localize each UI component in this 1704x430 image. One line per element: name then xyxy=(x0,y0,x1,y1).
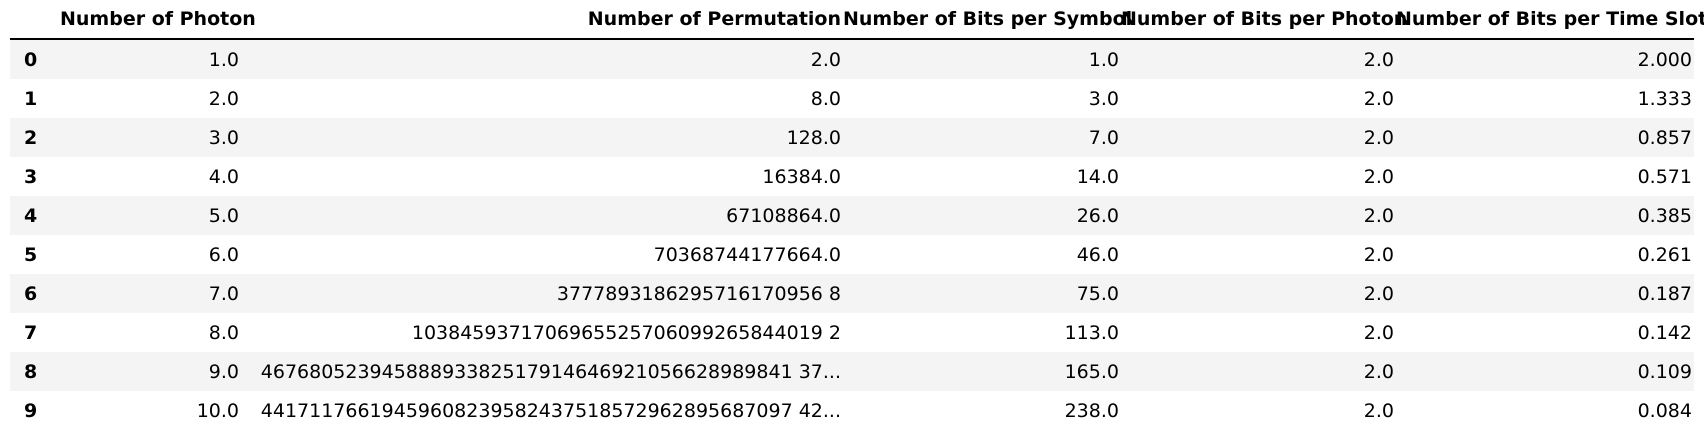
cell-number-of-permutation: 128.0 xyxy=(786,126,841,149)
cell-bits-per-symbol: 1.0 xyxy=(1088,48,1119,71)
cell-number-of-photon: 8.0 xyxy=(208,321,239,344)
row-index: 1 xyxy=(24,87,38,110)
cell-number-of-permutation: 4417117661945960823958243751857296289568… xyxy=(260,399,841,422)
row-index: 6 xyxy=(24,282,38,305)
cell-bits-per-time-slots: 0.187 xyxy=(1637,282,1692,305)
cell-bits-per-time-slots: 0.385 xyxy=(1637,204,1692,227)
row-index: 7 xyxy=(24,321,38,344)
cell-bits-per-time-slots: 0.084 xyxy=(1637,399,1692,422)
cell-bits-per-photon: 2.0 xyxy=(1363,243,1394,266)
cell-number-of-photon: 10.0 xyxy=(196,399,239,422)
table-row: 3 4.0 16384.0 14.0 2.0 0.571 xyxy=(10,157,1694,196)
cell-bits-per-photon: 2.0 xyxy=(1363,282,1394,305)
cell-number-of-photon: 5.0 xyxy=(208,204,239,227)
cell-bits-per-symbol: 238.0 xyxy=(1064,399,1119,422)
table-row: 7 8.0 1038459371706965525706099265844019… xyxy=(10,313,1694,352)
cell-number-of-permutation: 16384.0 xyxy=(762,165,841,188)
cell-bits-per-symbol: 3.0 xyxy=(1088,87,1119,110)
cell-bits-per-photon: 2.0 xyxy=(1363,48,1394,71)
table-row: 8 9.0 4676805239458889338251791464692105… xyxy=(10,352,1694,391)
table-row: 6 7.0 3777893186295716170956 8 75.0 2.0 … xyxy=(10,274,1694,313)
cell-number-of-permutation: 1038459371706965525706099265844019 2 xyxy=(411,321,841,344)
table-row: 2 3.0 128.0 7.0 2.0 0.857 xyxy=(10,118,1694,157)
cell-bits-per-photon: 2.0 xyxy=(1363,87,1394,110)
cell-bits-per-symbol: 26.0 xyxy=(1076,204,1119,227)
cell-bits-per-symbol: 7.0 xyxy=(1088,126,1119,149)
table-row: 4 5.0 67108864.0 26.0 2.0 0.385 xyxy=(10,196,1694,235)
cell-number-of-photon: 4.0 xyxy=(208,165,239,188)
table-row: 5 6.0 70368744177664.0 46.0 2.0 0.261 xyxy=(10,235,1694,274)
row-index: 3 xyxy=(24,165,38,188)
row-index: 2 xyxy=(24,126,38,149)
cell-bits-per-symbol: 14.0 xyxy=(1076,165,1119,188)
cell-bits-per-time-slots: 0.109 xyxy=(1637,360,1692,383)
cell-bits-per-time-slots: 0.142 xyxy=(1637,321,1692,344)
column-header-number-of-permutation: Number of Permutation xyxy=(241,0,843,40)
cell-bits-per-time-slots: 2.000 xyxy=(1637,48,1692,71)
table-body: 0 1.0 2.0 1.0 2.0 2.000 1 2.0 8.0 3.0 2.… xyxy=(10,39,1694,430)
row-index: 0 xyxy=(24,48,38,71)
cell-bits-per-photon: 2.0 xyxy=(1363,399,1394,422)
cell-number-of-permutation: 4676805239458889338251791464692105662898… xyxy=(260,360,841,383)
row-index: 9 xyxy=(24,399,38,422)
cell-number-of-permutation: 2.0 xyxy=(810,48,841,71)
index-column-header xyxy=(10,0,60,40)
dataframe-table: Number of Photon Number of Permutation N… xyxy=(10,0,1704,430)
cell-number-of-permutation: 8.0 xyxy=(810,87,841,110)
cell-bits-per-symbol: 75.0 xyxy=(1076,282,1119,305)
table-row: 9 10.0 441711766194596082395824375185729… xyxy=(10,391,1694,430)
table-header: Number of Photon Number of Permutation N… xyxy=(10,0,1704,40)
cell-bits-per-symbol: 165.0 xyxy=(1064,360,1119,383)
cell-bits-per-time-slots: 0.261 xyxy=(1637,243,1692,266)
dataframe-output: Number of Photon Number of Permutation N… xyxy=(10,0,1704,430)
cell-bits-per-symbol: 113.0 xyxy=(1064,321,1119,344)
cell-number-of-permutation: 3777893186295716170956 8 xyxy=(556,282,841,305)
cell-bits-per-symbol: 46.0 xyxy=(1076,243,1119,266)
cell-number-of-photon: 9.0 xyxy=(208,360,239,383)
cell-number-of-photon: 1.0 xyxy=(208,48,239,71)
cell-bits-per-photon: 2.0 xyxy=(1363,126,1394,149)
cell-bits-per-time-slots: 0.571 xyxy=(1637,165,1692,188)
cell-bits-per-photon: 2.0 xyxy=(1363,165,1394,188)
table-row: 1 2.0 8.0 3.0 2.0 1.333 xyxy=(10,79,1694,118)
cell-number-of-photon: 2.0 xyxy=(208,87,239,110)
column-header-bits-per-symbol: Number of Bits per Symbol xyxy=(843,0,1132,40)
cell-bits-per-photon: 2.0 xyxy=(1363,204,1394,227)
cell-bits-per-photon: 2.0 xyxy=(1363,360,1394,383)
cell-number-of-permutation: 67108864.0 xyxy=(726,204,841,227)
column-header-bits-per-time-slots: Number of Bits per Time Slots xyxy=(1396,0,1704,40)
column-header-number-of-photon: Number of Photon xyxy=(60,0,256,40)
row-index: 8 xyxy=(24,360,38,383)
table-row: 0 1.0 2.0 1.0 2.0 2.000 xyxy=(10,39,1694,79)
header-row: Number of Photon Number of Permutation N… xyxy=(10,0,1704,40)
row-index: 4 xyxy=(24,204,38,227)
cell-bits-per-photon: 2.0 xyxy=(1363,321,1394,344)
row-index: 5 xyxy=(24,243,38,266)
column-header-bits-per-photon: Number of Bits per Photon xyxy=(1121,0,1407,40)
cell-number-of-photon: 6.0 xyxy=(208,243,239,266)
cell-number-of-permutation: 70368744177664.0 xyxy=(653,243,841,266)
cell-number-of-photon: 3.0 xyxy=(208,126,239,149)
cell-number-of-photon: 7.0 xyxy=(208,282,239,305)
cell-bits-per-time-slots: 1.333 xyxy=(1637,87,1692,110)
cell-bits-per-time-slots: 0.857 xyxy=(1637,126,1692,149)
